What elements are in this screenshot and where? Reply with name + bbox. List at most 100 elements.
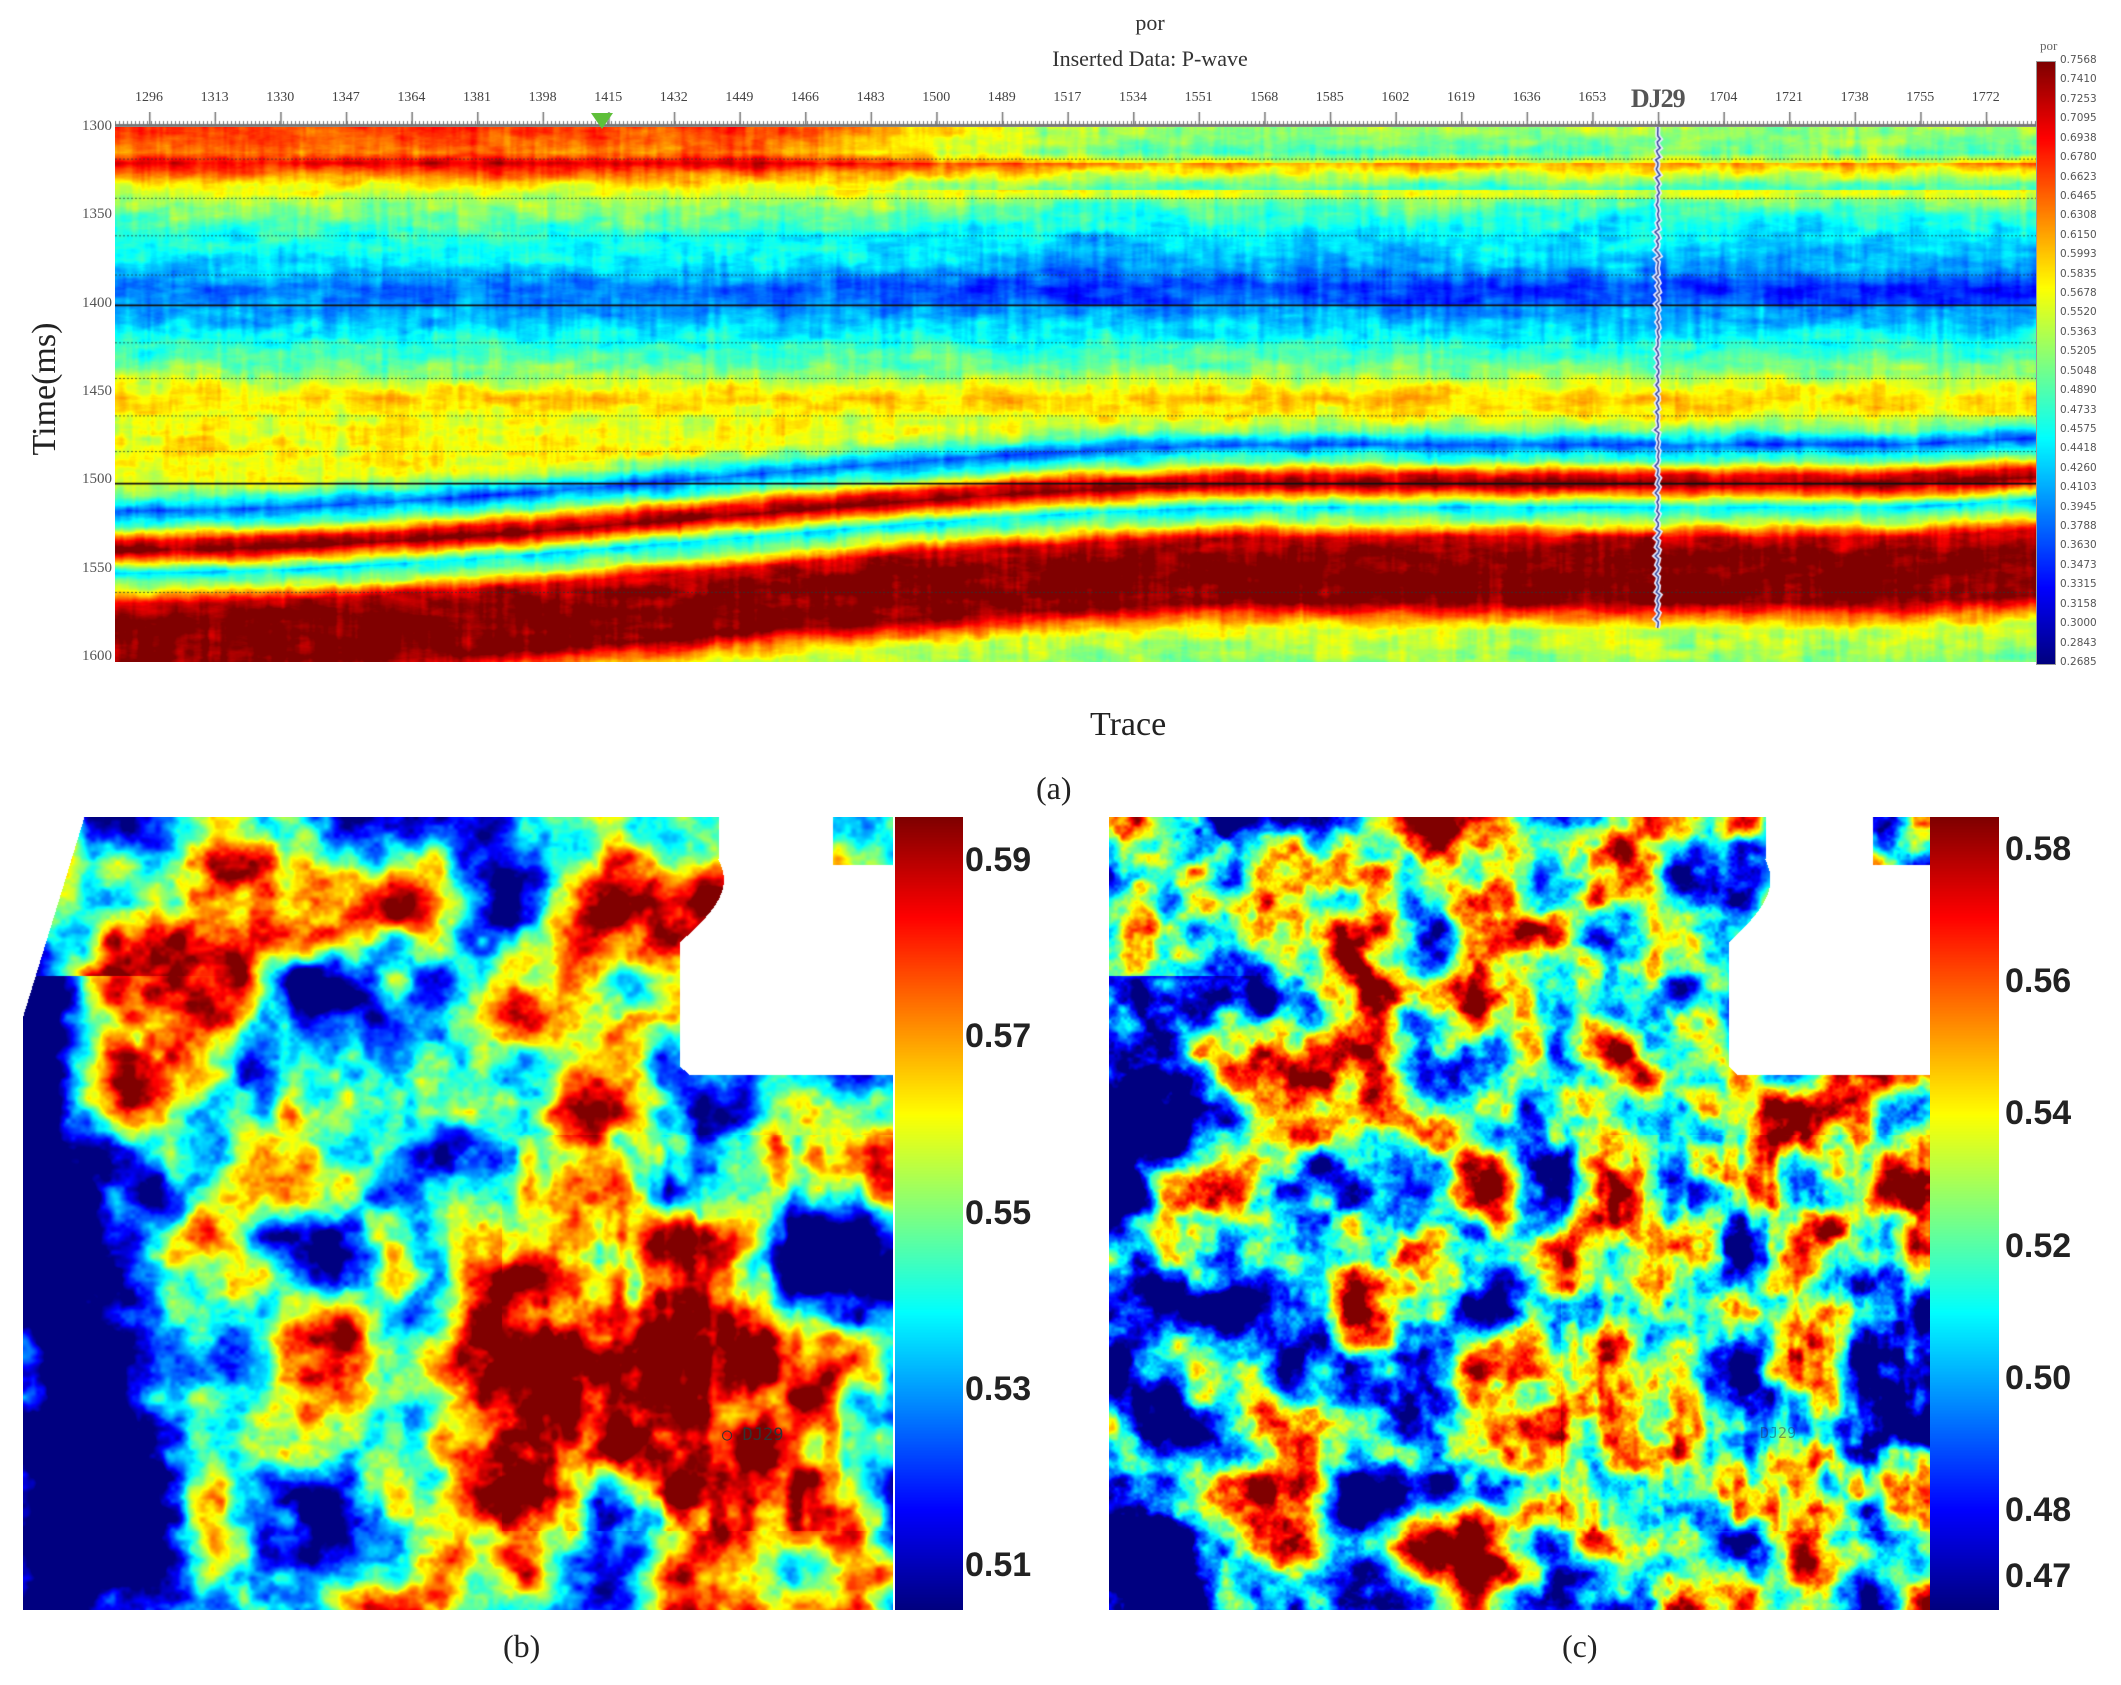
x-tick-label: 1568 [1250, 90, 1279, 105]
y-axis-label: Time(ms) [26, 322, 63, 456]
porosity-map-c [1109, 817, 1930, 1610]
y-tick-label: 1600 [82, 648, 112, 664]
colorbar-tick-label: 0.51 [965, 1545, 1032, 1584]
colorbar-tick-label: 0.5993 [2060, 248, 2097, 261]
colorbar-tick-label: 0.48 [2005, 1490, 2072, 1529]
y-tick-label: 1500 [82, 471, 112, 488]
colorbar-tick-label: 0.3945 [2060, 500, 2097, 513]
colorbar-title: por [2040, 38, 2058, 53]
x-tick-label: 1619 [1447, 90, 1475, 105]
colorbar-a [2036, 61, 2056, 665]
well-label-c: DJ29 [1760, 1424, 1796, 1442]
colorbar-tick-label: 0.2843 [2060, 636, 2097, 649]
colorbar-tick-label: 0.3158 [2060, 597, 2097, 610]
colorbar-tick-label: 0.57 [965, 1017, 1032, 1056]
colorbar-tick-label: 0.4260 [2060, 461, 2097, 474]
x-tick-label: 1296 [135, 90, 163, 105]
x-tick-label: 1738 [1840, 90, 1869, 105]
colorbar-tick-label: 0.54 [2005, 1094, 2072, 1133]
colorbar-tick-label: 0.4890 [2060, 384, 2097, 397]
panel-label-b: (b) [503, 1628, 541, 1664]
x-tick-label: 1398 [528, 90, 557, 105]
x-tick-label: 1500 [922, 90, 951, 105]
colorbar-tick-label: 0.6150 [2060, 228, 2097, 241]
x-tick-label: 1449 [725, 90, 754, 105]
x-tick-label: 1721 [1775, 90, 1803, 105]
colorbar-tick-label: 0.58 [2005, 830, 2072, 869]
colorbar-tick-label: 0.7410 [2060, 73, 2097, 86]
colorbar-c [1930, 817, 1999, 1610]
colorbar-tick-label: 0.2685 [2060, 656, 2097, 668]
porosity-map-b [23, 817, 893, 1610]
well-name: DJ29 [742, 1425, 784, 1445]
colorbar-tick-label: 0.5835 [2060, 267, 2097, 280]
panel-label-c: (c) [1562, 1628, 1598, 1664]
colorbar-tick-label: 0.7095 [2060, 112, 2097, 125]
colorbar-tick-label: 0.7568 [2060, 54, 2097, 66]
colorbar-tick-label: 0.56 [2005, 962, 2072, 1001]
x-tick-label: 1432 [659, 90, 688, 105]
colorbar-tick-label: 0.5678 [2060, 287, 2097, 300]
colorbar-tick-label: 0.5363 [2060, 325, 2097, 338]
well-name: DJ29 [1760, 1424, 1797, 1442]
chart-title: por [1135, 10, 1165, 35]
colorbar-tick-label: 0.53 [965, 1369, 1032, 1408]
colorbar-tick-label: 0.52 [2005, 1226, 2072, 1265]
x-tick-label: 1364 [397, 90, 426, 105]
x-tick-label: 1517 [1053, 90, 1082, 105]
colorbar-tick-label: 0.55 [965, 1193, 1032, 1232]
colorbar-tick-label: 0.3630 [2060, 539, 2097, 552]
x-tick-label: 1415 [594, 90, 623, 105]
x-tick-label: 1772 [1971, 90, 2000, 105]
colorbar-tick-label: 0.4418 [2060, 442, 2097, 455]
colorbar-tick-label: 0.4733 [2060, 403, 2097, 416]
y-tick-label: 1400 [82, 294, 112, 311]
x-tick-label: 1313 [200, 90, 229, 105]
colorbar-b [895, 817, 963, 1610]
colorbar-tick-label: 0.3788 [2060, 520, 2097, 533]
y-tick-label: 1550 [82, 559, 112, 576]
x-tick-label: 1483 [856, 90, 885, 105]
x-tick-label: 1489 [987, 90, 1016, 105]
well-marker-icon: ○ [722, 1425, 743, 1445]
colorbar-tick-label: 0.3000 [2060, 617, 2097, 630]
colorbar-tick-label: 0.7253 [2060, 92, 2097, 105]
trace-marker-icon [591, 113, 613, 129]
x-tick-label: 1534 [1119, 90, 1147, 105]
x-tick-label: 1551 [1184, 90, 1213, 105]
x-axis-label: Trace [1090, 706, 1167, 743]
well-label-b: ○ DJ29 [722, 1425, 783, 1445]
colorbar-tick-label: 0.47 [2005, 1556, 2072, 1595]
panel-label-a: (a) [1036, 770, 1072, 806]
x-tick-label: 1755 [1906, 90, 1935, 105]
colorbar-tick-label: 0.6465 [2060, 189, 2097, 202]
x-tick-label: DJ29 [1630, 84, 1686, 113]
x-tick-label: 1381 [463, 90, 491, 105]
y-tick-label: 1450 [82, 383, 112, 399]
x-tick-label: 1466 [791, 90, 819, 105]
colorbar-tick-label: 0.6308 [2060, 209, 2097, 222]
colorbar-tick-label: 0.6623 [2060, 170, 2097, 183]
y-tick-label: 1300 [82, 118, 112, 134]
x-tick-label: 1585 [1315, 90, 1344, 105]
x-tick-label: 1330 [266, 90, 295, 105]
seismic-section-heatmap [115, 127, 2036, 662]
colorbar-tick-label: 0.5048 [2060, 364, 2097, 377]
colorbar-tick-label: 0.3315 [2060, 578, 2097, 591]
y-tick-label: 1350 [82, 206, 112, 223]
chart-subtitle: Inserted Data: P-wave [1052, 46, 1248, 71]
colorbar-tick-label: 0.5520 [2060, 306, 2097, 319]
trace-ruler [115, 112, 2036, 128]
colorbar-tick-label: 0.6938 [2060, 131, 2097, 144]
colorbar-tick-label: 0.3473 [2060, 558, 2097, 571]
x-tick-label: 1602 [1381, 90, 1410, 105]
colorbar-tick-label: 0.5205 [2060, 345, 2097, 358]
colorbar-tick-label: 0.50 [2005, 1358, 2072, 1397]
x-tick-label: 1636 [1512, 90, 1541, 105]
colorbar-tick-label: 0.59 [965, 841, 1032, 880]
x-tick-label: 1653 [1578, 90, 1607, 105]
colorbar-tick-label: 0.4103 [2060, 481, 2097, 494]
colorbar-tick-label: 0.6780 [2060, 151, 2097, 164]
x-tick-label: 1704 [1709, 90, 1738, 105]
x-tick-label: 1347 [331, 90, 360, 105]
